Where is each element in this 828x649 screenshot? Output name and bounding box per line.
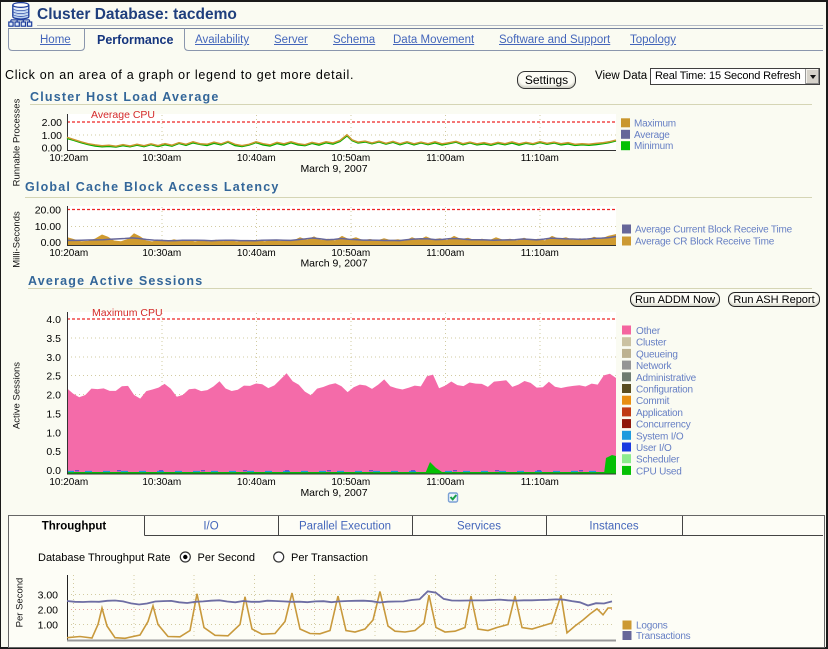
svg-text:Administrative: Administrative [636, 373, 697, 384]
svg-text:Queueing: Queueing [636, 349, 678, 360]
svg-text:2.00: 2.00 [38, 605, 59, 617]
svg-text:Scheduler: Scheduler [636, 455, 680, 466]
svg-text:10:20am: 10:20am [49, 153, 88, 164]
svg-text:Average: Average [634, 130, 670, 141]
svg-text:Throughput: Throughput [42, 521, 107, 533]
svg-text:CPU Used: CPU Used [636, 466, 682, 477]
svg-text:3.0: 3.0 [46, 352, 61, 364]
svg-text:11:00am: 11:00am [426, 248, 464, 259]
svg-text:March 9, 2007: March 9, 2007 [300, 163, 367, 175]
svg-text:Network: Network [636, 361, 672, 372]
svg-text:20.00: 20.00 [35, 205, 61, 217]
svg-text:11:10am: 11:10am [521, 153, 559, 164]
svg-text:11:00am: 11:00am [426, 153, 464, 164]
svg-text:10:30am: 10:30am [142, 248, 181, 259]
svg-text:2.5: 2.5 [46, 371, 61, 383]
svg-text:0.5: 0.5 [46, 446, 61, 458]
svg-text:10.00: 10.00 [35, 221, 61, 233]
svg-text:Concurrency: Concurrency [636, 420, 691, 431]
svg-text:Average Current Block Receive: Average Current Block Receive Time [635, 225, 793, 236]
svg-text:Average CR Block Receive Time: Average CR Block Receive Time [635, 237, 775, 248]
svg-text:10:20am: 10:20am [49, 477, 88, 488]
svg-text:Minimum: Minimum [634, 141, 673, 152]
svg-text:4.0: 4.0 [46, 314, 61, 326]
svg-text:3.5: 3.5 [46, 333, 61, 345]
svg-text:Services: Services [457, 521, 501, 533]
svg-text:11:10am: 11:10am [521, 477, 559, 488]
svg-text:10:50am: 10:50am [331, 248, 370, 259]
svg-text:11:00am: 11:00am [426, 477, 464, 488]
svg-text:10:40am: 10:40am [237, 153, 276, 164]
svg-text:Other: Other [636, 326, 661, 337]
svg-text:March 9, 2007: March 9, 2007 [300, 487, 367, 499]
svg-text:1.0: 1.0 [46, 427, 61, 439]
svg-text:I/O: I/O [203, 521, 218, 533]
svg-text:User I/O: User I/O [636, 443, 672, 454]
svg-text:10:50am: 10:50am [331, 477, 370, 488]
svg-text:10:30am: 10:30am [142, 477, 181, 488]
svg-text:Per Second: Per Second [198, 552, 255, 564]
svg-text:Average CPU: Average CPU [91, 109, 155, 121]
svg-text:1.00: 1.00 [38, 620, 59, 632]
svg-text:2.00: 2.00 [42, 117, 63, 129]
svg-text:Configuration: Configuration [636, 385, 693, 396]
svg-text:Maximum: Maximum [634, 118, 676, 129]
svg-text:0.0: 0.0 [46, 465, 61, 477]
svg-text:1.5: 1.5 [46, 408, 61, 420]
svg-text:10:30am: 10:30am [142, 153, 181, 164]
svg-text:2.0: 2.0 [46, 390, 61, 402]
svg-text:Per Transaction: Per Transaction [291, 552, 368, 564]
svg-text:10:20am: 10:20am [49, 248, 88, 259]
svg-text:Parallel Execution: Parallel Execution [299, 521, 391, 533]
svg-text:0.00: 0.00 [42, 143, 63, 155]
svg-text:10:40am: 10:40am [237, 477, 276, 488]
svg-text:Transactions: Transactions [636, 631, 691, 642]
svg-text:10:40am: 10:40am [237, 248, 276, 259]
svg-text:3.00: 3.00 [38, 590, 59, 602]
svg-text:Logons: Logons [636, 621, 668, 632]
svg-text:Commit: Commit [636, 396, 670, 407]
svg-text:10:50am: 10:50am [331, 153, 370, 164]
svg-text:Application: Application [636, 408, 683, 419]
svg-text:Instances: Instances [589, 521, 638, 533]
svg-text:0.00: 0.00 [41, 237, 62, 249]
svg-text:Cluster: Cluster [636, 338, 667, 349]
svg-text:1.00: 1.00 [42, 130, 63, 142]
svg-text:System I/O: System I/O [636, 431, 684, 442]
svg-text:11:10am: 11:10am [521, 248, 559, 259]
svg-text:Maximum CPU: Maximum CPU [92, 307, 163, 319]
svg-text:March 9, 2007: March 9, 2007 [300, 258, 367, 270]
svg-text:Database Throughput Rate: Database Throughput Rate [38, 552, 171, 564]
